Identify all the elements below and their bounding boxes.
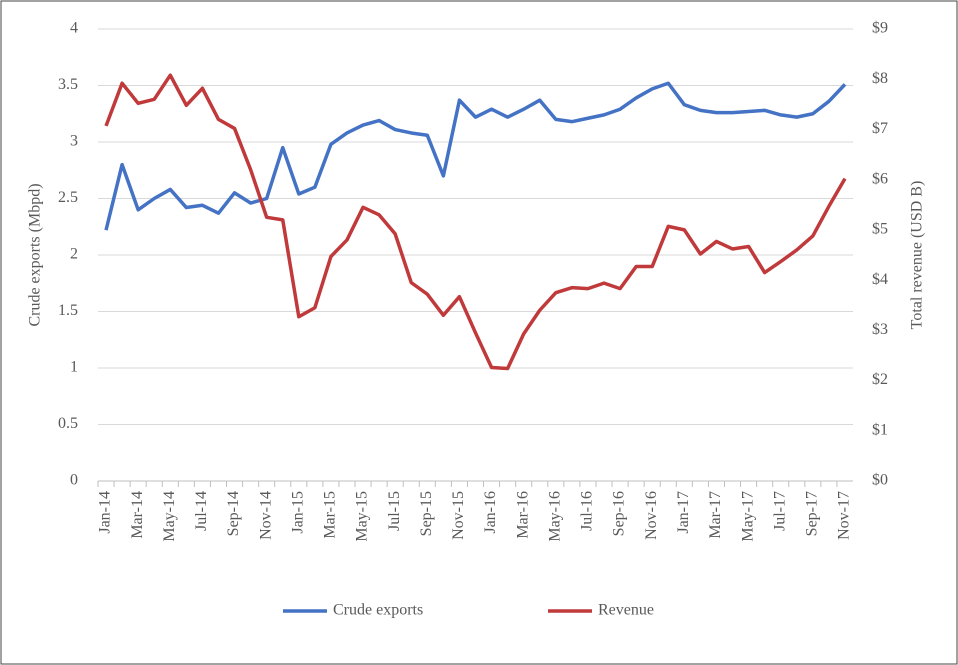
legend-label: Revenue xyxy=(598,602,654,619)
y-tick-label: 0.5 xyxy=(58,415,78,432)
line-series xyxy=(104,73,847,371)
y-tick-label: 0 xyxy=(70,472,78,489)
x-tick-label: Sep-14 xyxy=(225,491,242,536)
y-tick-label: 2 xyxy=(70,246,78,263)
x-tick-label: Nov-14 xyxy=(257,491,274,540)
x-tick-label: Sep-16 xyxy=(611,491,628,536)
y2-tick-label: $4 xyxy=(872,271,888,288)
y2-tick-label: $1 xyxy=(872,421,888,438)
x-tick-label: Jul-16 xyxy=(579,491,596,531)
x-tick-label: Jan-15 xyxy=(289,491,306,534)
x-tick-label: Nov-17 xyxy=(836,491,853,540)
y2-tick-label: $0 xyxy=(872,472,888,489)
x-tick-label: Jan-16 xyxy=(482,491,499,534)
y2-tick-label: $5 xyxy=(872,221,888,238)
x-tick-label: Sep-17 xyxy=(804,491,821,536)
x-tick-label: Jan-17 xyxy=(675,491,692,534)
x-tick-label: May-15 xyxy=(354,491,371,542)
y2-tick-label: $8 xyxy=(872,70,888,87)
y-tick-label: 1.5 xyxy=(58,302,78,319)
x-tick-label: Jan-14 xyxy=(97,491,114,534)
x-tick-label: Mar-14 xyxy=(129,491,146,539)
x-tick-label: May-16 xyxy=(546,491,563,542)
y2-tick-label: $7 xyxy=(872,120,888,137)
x-tick-label: Jul-15 xyxy=(386,491,403,531)
line-series xyxy=(104,81,847,231)
y2-tick-label: $3 xyxy=(872,321,888,338)
x-tick-label: Mar-16 xyxy=(514,491,531,539)
y-tick-label: 3 xyxy=(70,133,78,150)
y-tick-label: 3.5 xyxy=(58,76,78,93)
x-tick-label: Nov-15 xyxy=(450,491,467,540)
y2-tick-label: $9 xyxy=(872,20,888,37)
y-tick-label: 2.5 xyxy=(58,189,78,206)
y2-axis-title: Total revenue (USD B) xyxy=(909,181,926,330)
x-tick-label: May-17 xyxy=(739,491,756,542)
x-tick-label: Mar-17 xyxy=(707,491,724,539)
y-axis-title: Crude exports (Mbpd) xyxy=(27,183,44,326)
x-tick-label: Mar-15 xyxy=(322,491,339,539)
y2-tick-label: $2 xyxy=(872,371,888,388)
y-tick-label: 1 xyxy=(70,359,78,376)
y2-tick-label: $6 xyxy=(872,170,888,187)
x-tick-label: Nov-16 xyxy=(643,491,660,540)
legend-label: Crude exports xyxy=(333,602,423,619)
x-tick-label: Sep-15 xyxy=(418,491,435,536)
x-tick-label: Jul-17 xyxy=(771,491,788,531)
x-tick-label: Jul-14 xyxy=(193,491,210,531)
y-tick-label: 4 xyxy=(70,20,78,37)
x-tick-label: May-14 xyxy=(161,491,178,542)
